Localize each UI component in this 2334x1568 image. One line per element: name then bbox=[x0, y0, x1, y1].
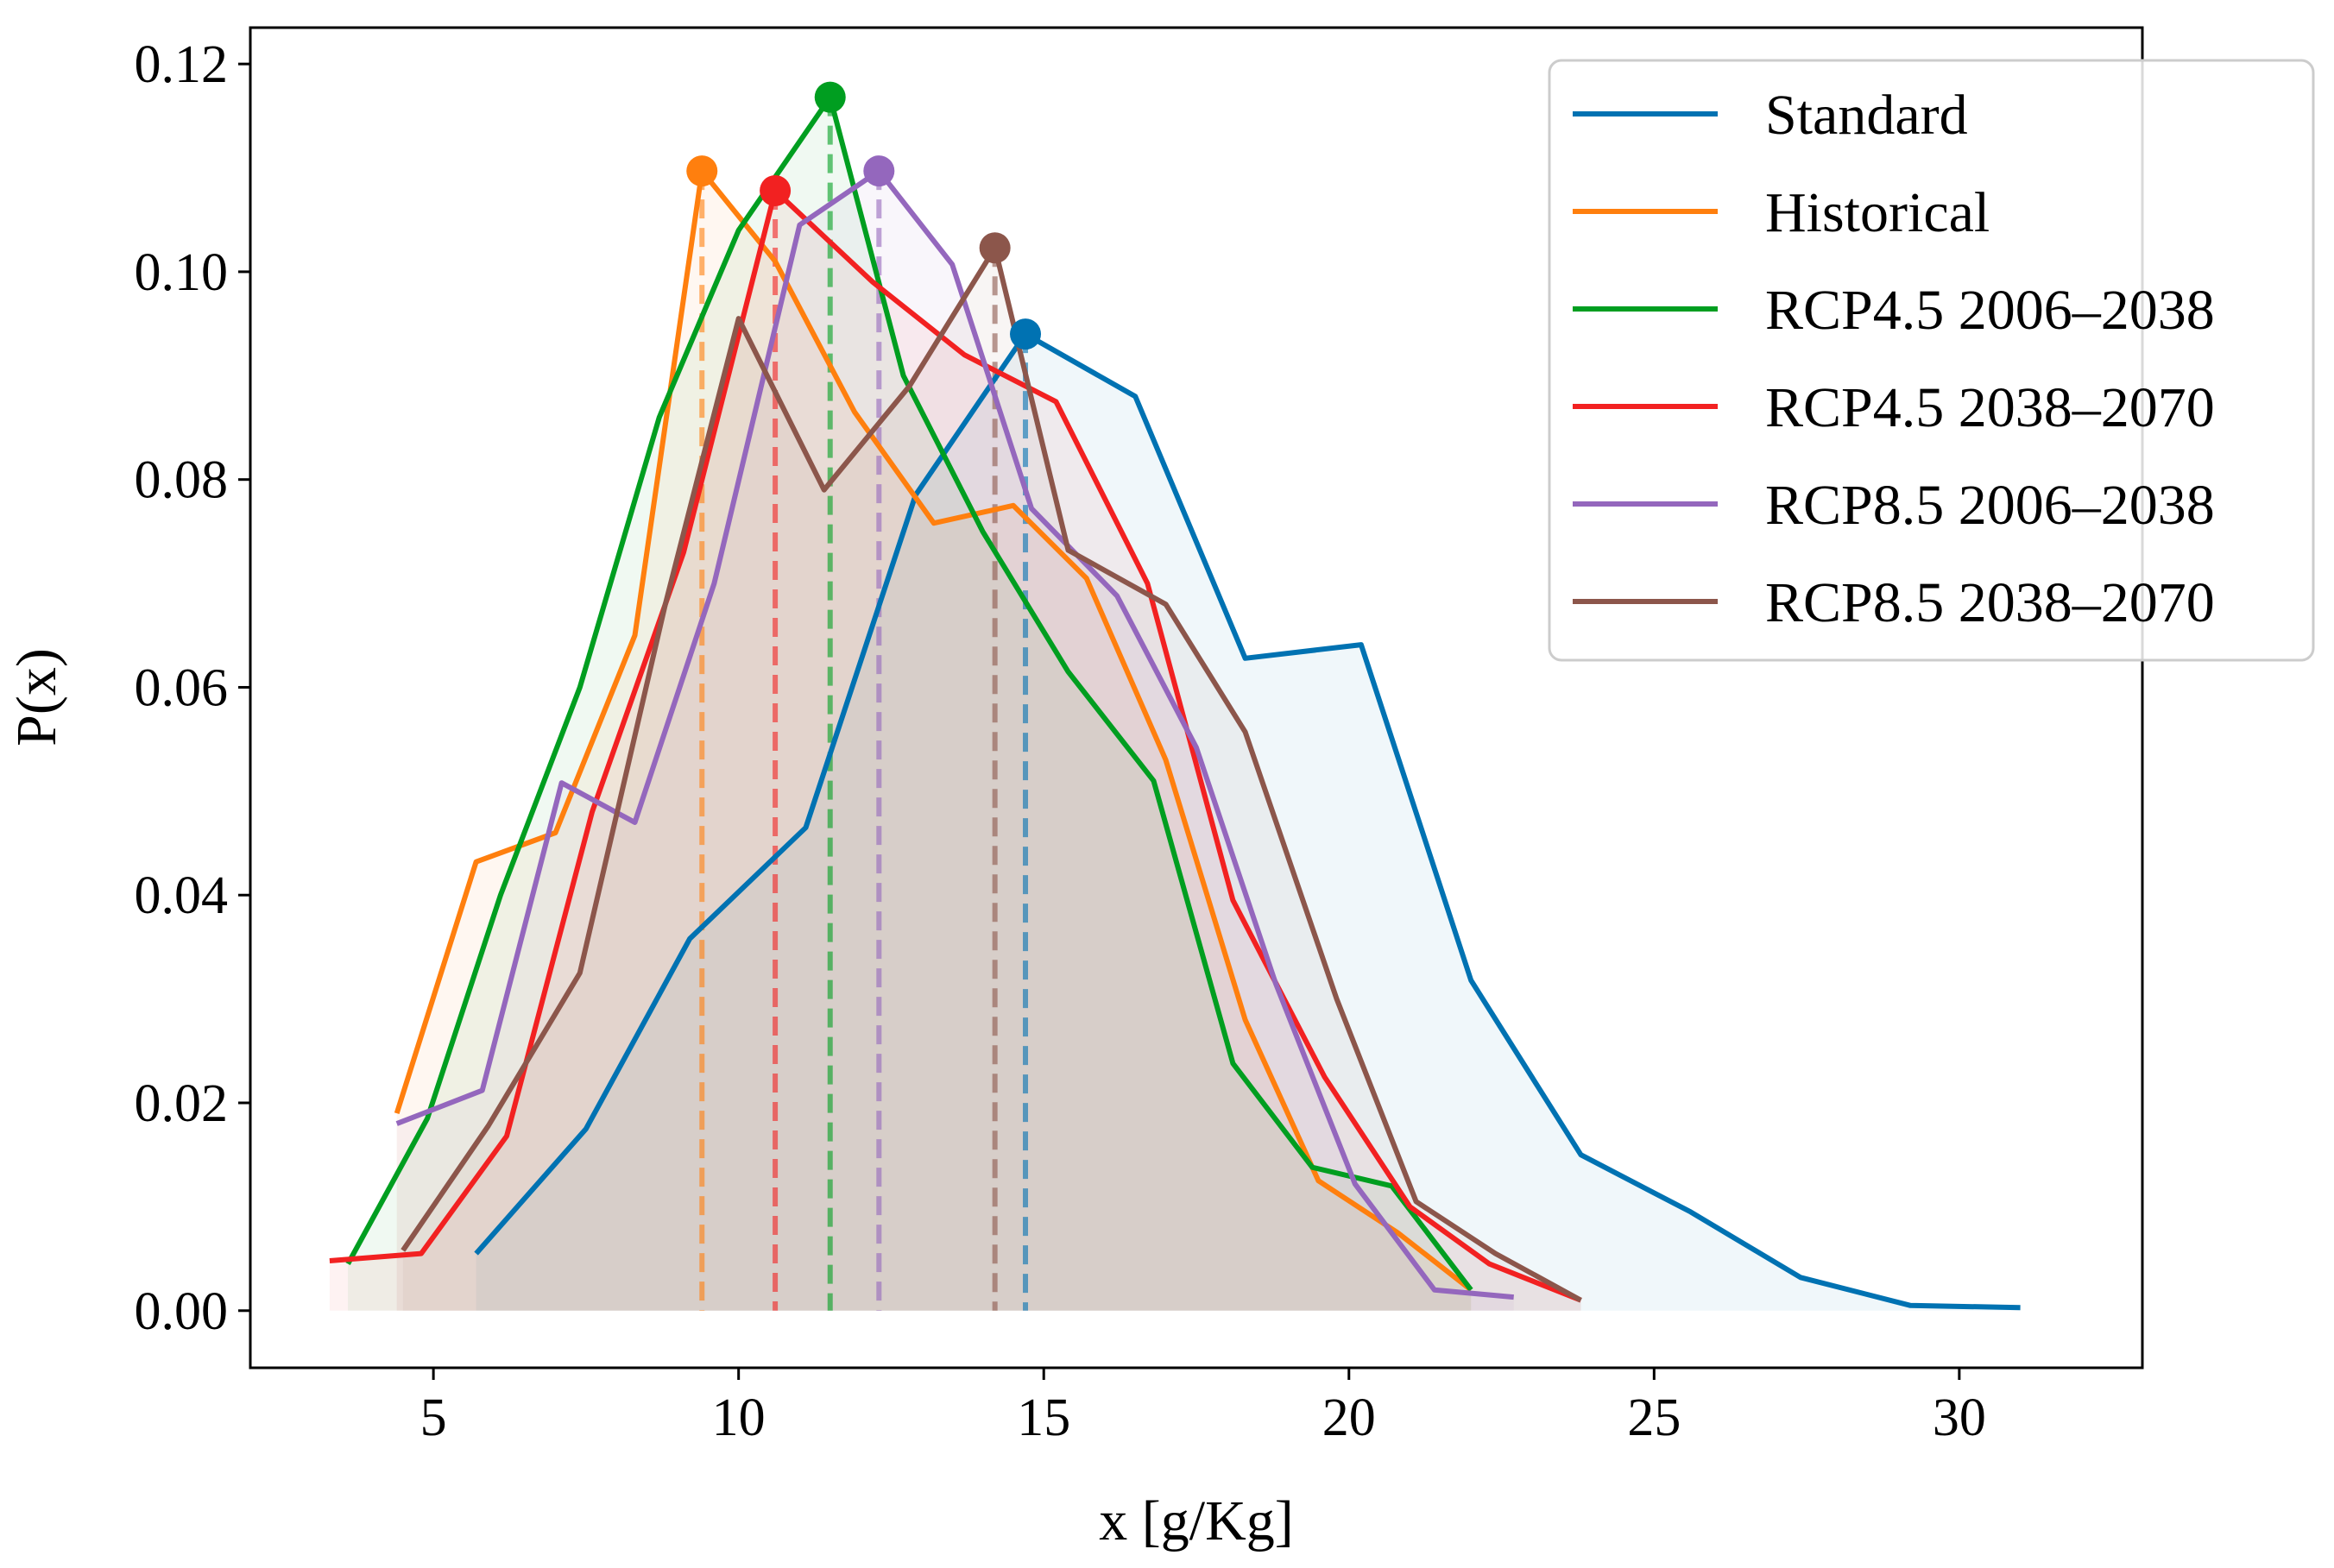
area-fill-series-5 bbox=[402, 248, 1581, 1311]
y-axis-ticks: 0.00 0.02 0.04 0.06 0.08 0.10 0.12 bbox=[135, 35, 250, 1341]
plot-frame bbox=[249, 26, 2144, 1370]
x-tick-label: 20 bbox=[1322, 1389, 1376, 1447]
area-fill-series-2 bbox=[348, 97, 1472, 1311]
x-tick-label: 10 bbox=[712, 1389, 766, 1447]
x-axis-label: x [g/Kg] bbox=[1099, 1489, 1293, 1552]
peak-marker-series-1 bbox=[686, 155, 718, 187]
series-line-4 bbox=[395, 168, 1514, 1300]
series-line-3 bbox=[329, 188, 1582, 1303]
peak-marker-series-4 bbox=[863, 155, 895, 187]
x-tick-label: 30 bbox=[1933, 1389, 1986, 1447]
peak-marker-series-3 bbox=[760, 175, 792, 207]
legend-label-5: RCP8.5 2038–2070 bbox=[1765, 571, 2215, 634]
y-tick-label: 0.00 bbox=[135, 1282, 229, 1341]
series-line-2 bbox=[345, 94, 1473, 1292]
y-tick-label: 0.12 bbox=[135, 35, 229, 94]
y-tick-label: 0.08 bbox=[135, 451, 229, 510]
x-tick-label: 25 bbox=[1627, 1389, 1681, 1447]
legend-label-4: RCP8.5 2006–2038 bbox=[1765, 474, 2215, 537]
peak-dashed-lines bbox=[699, 97, 1029, 1311]
y-tick-label: 0.10 bbox=[135, 243, 229, 302]
legend: Standard Historical RCP4.5 2006–2038 RCP4.5… bbox=[1548, 59, 2315, 662]
area-fill-series-1 bbox=[396, 171, 1472, 1311]
y-axis-label: P(x) bbox=[5, 648, 68, 746]
peak-markers bbox=[686, 81, 1042, 350]
legend-frame bbox=[1548, 59, 2315, 662]
peak-marker-series-5 bbox=[979, 232, 1011, 264]
area-fill-series-0 bbox=[476, 334, 2021, 1311]
legend-label-0: Standard bbox=[1765, 84, 1968, 147]
x-tick-label: 5 bbox=[420, 1389, 447, 1447]
series-line-1 bbox=[394, 168, 1473, 1293]
x-axis-ticks: 5 10 15 20 25 30 bbox=[420, 1368, 1986, 1447]
peak-marker-series-2 bbox=[814, 81, 846, 113]
legend-label-1: Historical bbox=[1765, 181, 1990, 244]
y-tick-label: 0.06 bbox=[135, 658, 229, 717]
area-fill-series-4 bbox=[396, 171, 1514, 1311]
legend-label-3: RCP4.5 2038–2070 bbox=[1765, 376, 2215, 439]
x-tick-label: 15 bbox=[1017, 1389, 1070, 1447]
legend-label-2: RCP4.5 2006–2038 bbox=[1765, 279, 2215, 342]
peak-marker-series-0 bbox=[1010, 318, 1042, 350]
y-tick-label: 0.02 bbox=[135, 1074, 229, 1133]
y-tick-label: 0.04 bbox=[135, 866, 229, 925]
series-line-0 bbox=[474, 331, 2021, 1311]
